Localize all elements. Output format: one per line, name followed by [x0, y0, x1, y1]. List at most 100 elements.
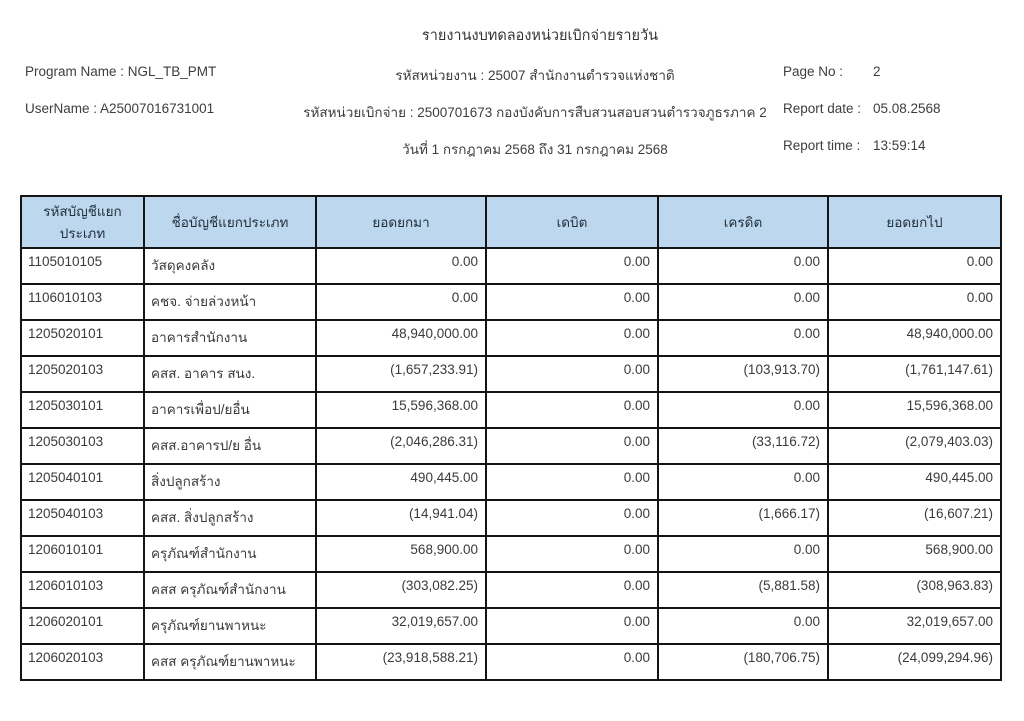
trial-balance-table: รหัสบัญชีแยกประเภท ชื่อบัญชีแยกประเภท ยอดย… — [20, 195, 1002, 681]
cell-opening-balance: 15,596,368.00 — [315, 391, 487, 429]
table-row: 1106010103 คชจ. จ่ายล่วงหน้า 0.00 0.00 0.00 0… — [20, 283, 1002, 321]
agency-line: รหัสหน่วยงาน : 25007 สำนักงานตำรวจแห่งชา… — [395, 68, 675, 83]
cell-debit: 0.00 — [485, 571, 659, 609]
cell-account-code: 1206020101 — [20, 607, 145, 645]
cell-account-code: 1206010101 — [20, 535, 145, 573]
cell-debit: 0.00 — [485, 607, 659, 645]
cell-opening-balance: 490,445.00 — [315, 463, 487, 501]
report-title: รายงานงบทดลองหน่วยเบิกจ่ายรายวัน — [421, 28, 659, 44]
column-header-opening-balance: ยอดยกมา — [315, 195, 487, 249]
cell-closing-balance: (308,963.83) — [827, 571, 1002, 609]
cell-closing-balance: 32,019,657.00 — [827, 607, 1002, 645]
cell-closing-balance: 490,445.00 — [827, 463, 1002, 501]
program-name: Program Name : NGL_TB_PMT — [25, 64, 217, 79]
cell-closing-balance: 0.00 — [827, 247, 1002, 285]
cell-credit: (33,116.72) — [657, 427, 829, 465]
cell-opening-balance: 0.00 — [315, 247, 487, 285]
cell-opening-balance: (1,657,233.91) — [315, 355, 487, 393]
cell-opening-balance: (23,918,588.21) — [315, 643, 487, 681]
disbursement-unit-line: รหัสหน่วยเบิกจ่าย : 2500701673 กองบังคับ… — [303, 105, 767, 120]
cell-opening-balance: 0.00 — [315, 283, 487, 321]
cell-credit: 0.00 — [657, 247, 829, 285]
column-header-account-name: ชื่อบัญชีแยกประเภท — [143, 195, 317, 249]
cell-account-code: 1205020103 — [20, 355, 145, 393]
cell-account-name: คสส ครุภัณฑ์สำนักงาน — [143, 571, 317, 609]
column-header-credit: เครดิต — [657, 195, 829, 249]
report-time-label: Report time : — [783, 138, 861, 153]
cell-account-name: อาคารสำนักงาน — [143, 319, 317, 357]
cell-opening-balance: 568,900.00 — [315, 535, 487, 573]
cell-opening-balance: (303,082.25) — [315, 571, 487, 609]
date-range-line: วันที่ 1 กรกฎาคม 2568 ถึง 31 กรกฎาคม 256… — [402, 142, 668, 157]
table-row: 1205030103 คสส.อาคารป/ย อื่น (2,046,286.31… — [20, 427, 1002, 465]
cell-account-code: 1205020101 — [20, 319, 145, 357]
cell-opening-balance: 48,940,000.00 — [315, 319, 487, 357]
cell-account-name: คสส ครุภัณฑ์ยานพาหนะ — [143, 643, 317, 681]
cell-account-code: 1206020103 — [20, 643, 145, 681]
cell-credit: 0.00 — [657, 319, 829, 357]
table-row: 1206020101 ครุภัณฑ์ยานพาหนะ 32,019,657.00 0… — [20, 607, 1002, 645]
cell-credit: (5,881.58) — [657, 571, 829, 609]
column-header-debit: เดบิต — [485, 195, 659, 249]
cell-account-name: คสส. อาคาร สนง. — [143, 355, 317, 393]
cell-debit: 0.00 — [485, 283, 659, 321]
cell-account-code: 1106010103 — [20, 283, 145, 321]
report-time-value: 13:59:14 — [873, 138, 926, 153]
cell-account-name: คชจ. จ่ายล่วงหน้า — [143, 283, 317, 321]
table-row: 1205020103 คสส. อาคาร สนง. (1,657,233.91) 0… — [20, 355, 1002, 393]
cell-debit: 0.00 — [485, 535, 659, 573]
cell-account-name: ครุภัณฑ์ยานพาหนะ — [143, 607, 317, 645]
table-header-row: รหัสบัญชีแยกประเภท ชื่อบัญชีแยกประเภท ยอดย… — [20, 195, 1002, 249]
table-row: 1206010103 คสส ครุภัณฑ์สำนักงาน (303,082.2… — [20, 571, 1002, 609]
cell-closing-balance: (24,099,294.96) — [827, 643, 1002, 681]
cell-account-code: 1205040101 — [20, 463, 145, 501]
cell-debit: 0.00 — [485, 355, 659, 393]
cell-closing-balance: 15,596,368.00 — [827, 391, 1002, 429]
column-header-closing-balance: ยอดยกไป — [827, 195, 1002, 249]
cell-credit: 0.00 — [657, 283, 829, 321]
cell-account-code: 1205030101 — [20, 391, 145, 429]
cell-closing-balance: 568,900.00 — [827, 535, 1002, 573]
cell-closing-balance: (16,607.21) — [827, 499, 1002, 537]
page-no-value: 2 — [873, 64, 881, 79]
cell-credit: 0.00 — [657, 607, 829, 645]
cell-debit: 0.00 — [485, 319, 659, 357]
cell-closing-balance: (2,079,403.03) — [827, 427, 1002, 465]
cell-account-name: ครุภัณฑ์สำนักงาน — [143, 535, 317, 573]
cell-account-name: สิ่งปลูกสร้าง — [143, 463, 317, 501]
table-row: 1205040103 คสส. สิ่งปลูกสร้าง (14,941.04) 0… — [20, 499, 1002, 537]
cell-opening-balance: 32,019,657.00 — [315, 607, 487, 645]
cell-opening-balance: (2,046,286.31) — [315, 427, 487, 465]
table-row: 1206010101 ครุภัณฑ์สำนักงาน 568,900.00 0.00… — [20, 535, 1002, 573]
cell-account-name: วัสดุคงคลัง — [143, 247, 317, 285]
table-row: 1205030101 อาคารเพื่อป/ยอื่น 15,596,368.00… — [20, 391, 1002, 429]
cell-account-name: อาคารเพื่อป/ยอื่น — [143, 391, 317, 429]
cell-closing-balance: 0.00 — [827, 283, 1002, 321]
table-row: 1205020101 อาคารสำนักงาน 48,940,000.00 0.00… — [20, 319, 1002, 357]
report-date-label: Report date : — [783, 101, 862, 116]
cell-debit: 0.00 — [485, 391, 659, 429]
cell-credit: (1,666.17) — [657, 499, 829, 537]
user-name: UserName : A25007016731001 — [25, 101, 215, 116]
cell-closing-balance: (1,761,147.61) — [827, 355, 1002, 393]
cell-account-code: 1205040103 — [20, 499, 145, 537]
table-row: 1205040101 สิ่งปลูกสร้าง 490,445.00 0.00 0.0… — [20, 463, 1002, 501]
cell-credit: 0.00 — [657, 391, 829, 429]
cell-account-code: 1205030103 — [20, 427, 145, 465]
cell-credit: (180,706.75) — [657, 643, 829, 681]
cell-account-code: 1206010103 — [20, 571, 145, 609]
cell-account-name: คสส.อาคารป/ย อื่น — [143, 427, 317, 465]
cell-opening-balance: (14,941.04) — [315, 499, 487, 537]
cell-credit: (103,913.70) — [657, 355, 829, 393]
cell-closing-balance: 48,940,000.00 — [827, 319, 1002, 357]
cell-account-name: คสส. สิ่งปลูกสร้าง — [143, 499, 317, 537]
cell-debit: 0.00 — [485, 427, 659, 465]
cell-account-code: 1105010105 — [20, 247, 145, 285]
cell-debit: 0.00 — [485, 247, 659, 285]
table-row: 1105010105 วัสดุคงคลัง 0.00 0.00 0.00 0.00 — [20, 247, 1002, 285]
cell-debit: 0.00 — [485, 643, 659, 681]
report-date-value: 05.08.2568 — [873, 101, 941, 116]
page-no-label: Page No : — [783, 64, 844, 79]
column-header-account-code: รหัสบัญชีแยกประเภท — [20, 195, 145, 249]
cell-credit: 0.00 — [657, 535, 829, 573]
